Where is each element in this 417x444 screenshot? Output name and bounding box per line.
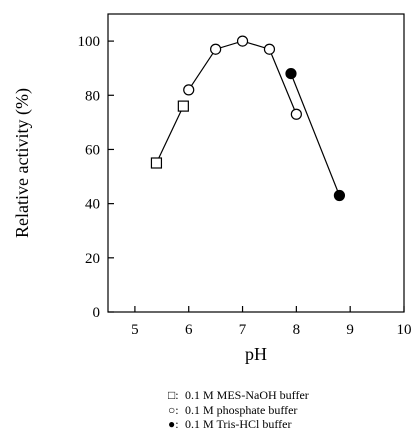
series-line-1 [188, 40, 297, 115]
legend: □: 0.1 M MES-NaOH buffer ○: 0.1 M phosph… [168, 388, 309, 432]
legend-label-mes: 0.1 M MES-NaOH buffer [185, 388, 309, 402]
y-tick-label: 0 [93, 305, 101, 321]
x-tick-label: 7 [239, 322, 247, 338]
legend-label-tris: 0.1 M Tris-HCl buffer [185, 417, 292, 431]
y-tick-label: 20 [85, 251, 100, 267]
x-tick-label: 10 [397, 322, 412, 338]
y-tick-label: 80 [85, 88, 100, 104]
legend-label-phosphate: 0.1 M phosphate buffer [185, 402, 298, 417]
legend-marker-square: □: [168, 388, 179, 402]
data-point-circle-open [263, 43, 276, 55]
data-point-circle-open [290, 108, 302, 120]
x-axis-ticks: 5 6 7 8 9 10 [131, 306, 412, 338]
x-tick-label: 5 [131, 322, 139, 338]
legend-entry-phosphate: ○: 0.1 M phosphate buffer [168, 403, 309, 418]
y-tick-label: 40 [85, 197, 100, 213]
data-point-circle-open [183, 84, 195, 96]
data-point-square-open [150, 157, 163, 169]
data-point-circle-filled [285, 67, 297, 80]
data-point-circle-filled [333, 189, 346, 202]
legend-marker-open-circle: ○: [168, 402, 179, 417]
series-lines [155, 40, 340, 196]
data-point-square-open [177, 100, 189, 112]
legend-marker-filled-circle: ●: [168, 417, 179, 431]
y-axis-ticks: 0 20 40 60 80 100 [78, 34, 114, 321]
series-line-2 [290, 73, 340, 196]
y-tick-label: 60 [85, 142, 100, 158]
series-markers [150, 35, 346, 202]
y-tick-label: 100 [78, 34, 101, 50]
data-point-circle-open [210, 43, 222, 55]
legend-entry-mes: □: 0.1 M MES-NaOH buffer [168, 388, 309, 403]
x-tick-label: 8 [293, 322, 301, 338]
x-tick-label: 6 [185, 322, 193, 338]
y-axis-title: Relative activity (%) [12, 88, 33, 238]
data-point-circle-open [236, 35, 249, 47]
data-series [150, 35, 346, 202]
relative-activity-chart: 5 6 7 8 9 10 0 20 40 60 80 100 pH Relative activit… [12, 13, 412, 364]
x-tick-label: 9 [346, 322, 354, 338]
x-axis-title: pH [245, 344, 267, 364]
plot-frame [107, 13, 405, 313]
series-line-0 [155, 105, 184, 164]
legend-entry-tris: ●: 0.1 M Tris-HCl buffer [168, 417, 309, 432]
